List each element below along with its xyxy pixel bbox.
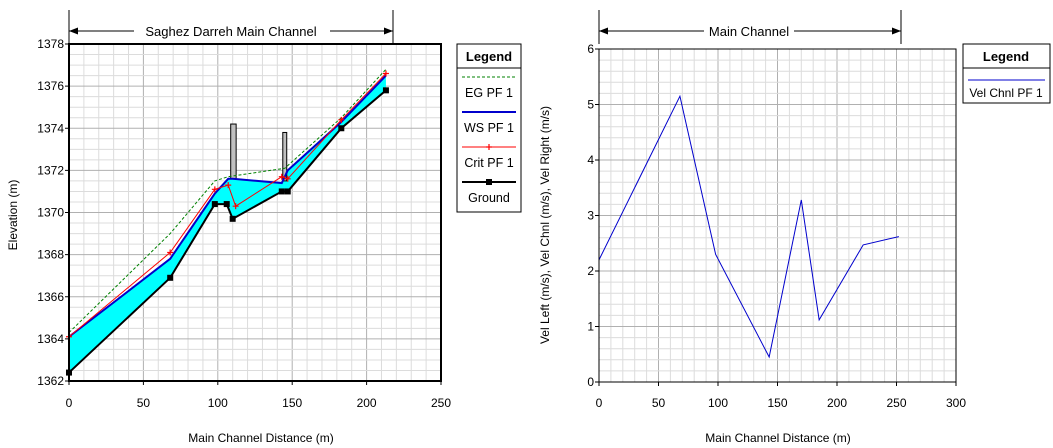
left-y-axis-label: Elevation (m) <box>6 180 20 251</box>
data-point <box>167 274 174 281</box>
legend-marker <box>486 144 492 150</box>
velocity-chart: Main Channel 0 50 100 150 200 250 300 0123456 … <box>538 10 1051 445</box>
series-line <box>68 74 387 338</box>
y-tick-label: 1374 <box>37 121 64 135</box>
data-point <box>211 186 218 193</box>
left-x-ticks: 0 50 100 150 200 250 <box>66 381 451 410</box>
x-tick-label: 150 <box>767 396 787 410</box>
right-y-ticks: 0 1 2 3 4 5 6 <box>587 42 599 389</box>
title-span-arrow <box>68 10 394 44</box>
x-tick-label: 200 <box>357 396 377 410</box>
data-point <box>338 116 345 123</box>
right-legend: Legend Vel Chnl PF 1 <box>962 43 1051 104</box>
data-point <box>338 125 345 132</box>
legend-label: Vel Chnl PF 1 <box>969 86 1043 100</box>
x-tick-label: 250 <box>886 396 906 410</box>
y-tick-label: 3 <box>587 209 594 223</box>
right-chart-title: Main Channel <box>709 24 789 39</box>
x-tick-label: 100 <box>208 396 228 410</box>
y-tick-label: 1362 <box>37 374 64 388</box>
y-tick-label: 5 <box>587 98 594 112</box>
right-legend-title: Legend <box>983 49 1029 64</box>
data-point <box>278 188 285 195</box>
left-series <box>66 68 389 376</box>
left-x-axis-label: Main Channel Distance (m) <box>188 431 333 445</box>
y-tick-label: 1 <box>587 320 594 334</box>
right-x-ticks: 0 50 100 150 200 250 300 <box>596 382 966 410</box>
x-tick-label: 250 <box>431 396 451 410</box>
series-line <box>598 94 899 359</box>
x-tick-label: 50 <box>137 396 151 410</box>
left-chart-title: Saghez Darreh Main Channel <box>145 24 316 39</box>
x-tick-label: 200 <box>827 396 847 410</box>
data-point <box>278 173 285 180</box>
data-point <box>232 203 239 210</box>
structure-column <box>282 131 288 182</box>
data-point <box>167 249 174 256</box>
y-tick-label: 1368 <box>37 248 64 262</box>
y-tick-label: 0 <box>587 375 594 389</box>
x-tick-label: 50 <box>652 396 666 410</box>
y-tick-label: 1372 <box>37 163 64 177</box>
data-point <box>284 188 291 195</box>
data-point <box>229 215 236 222</box>
legend-label: Ground <box>468 191 510 205</box>
right-y-axis-label: Vel Left (m/s), Vel Chnl (m/s), Vel Righ… <box>538 106 552 344</box>
legend-label: WS PF 1 <box>464 121 514 135</box>
y-tick-label: 6 <box>587 42 594 56</box>
right-x-axis-label: Main Channel Distance (m) <box>705 431 850 445</box>
data-point <box>211 201 218 208</box>
title-span-arrow-right <box>598 10 902 44</box>
y-tick-label: 1370 <box>37 206 64 220</box>
left-legend: Legend EG PF 1 WS PF 1 Crit PF 1 Ground <box>456 43 522 213</box>
elevation-profile-chart: Saghez Darreh Main Channel 0 50 100 150 200 2… <box>6 10 522 445</box>
x-tick-label: 0 <box>596 396 603 410</box>
y-tick-label: 4 <box>587 153 594 167</box>
right-grid <box>598 48 957 383</box>
legend-marker <box>486 179 492 185</box>
data-point <box>225 182 232 189</box>
x-tick-label: 150 <box>282 396 302 410</box>
x-tick-label: 0 <box>66 396 73 410</box>
left-grid <box>68 43 442 382</box>
y-tick-label: 1364 <box>37 332 64 346</box>
right-series <box>598 94 899 359</box>
data-point <box>223 201 230 208</box>
y-tick-label: 1376 <box>37 79 64 93</box>
legend-label: Crit PF 1 <box>464 156 513 170</box>
data-point <box>284 175 291 182</box>
y-tick-label: 1366 <box>37 290 64 304</box>
data-point <box>382 70 389 77</box>
y-tick-label: 2 <box>587 264 594 278</box>
left-legend-title: Legend <box>466 49 512 64</box>
legend-label: EG PF 1 <box>465 86 513 100</box>
y-tick-label: 1378 <box>37 37 64 51</box>
structure-column <box>230 123 237 180</box>
left-y-ticks: 1362 1364 1366 1368 1370 1372 1374 1376 1378 <box>37 37 69 388</box>
data-point <box>382 87 389 94</box>
x-tick-label: 300 <box>946 396 966 410</box>
x-tick-label: 100 <box>708 396 728 410</box>
